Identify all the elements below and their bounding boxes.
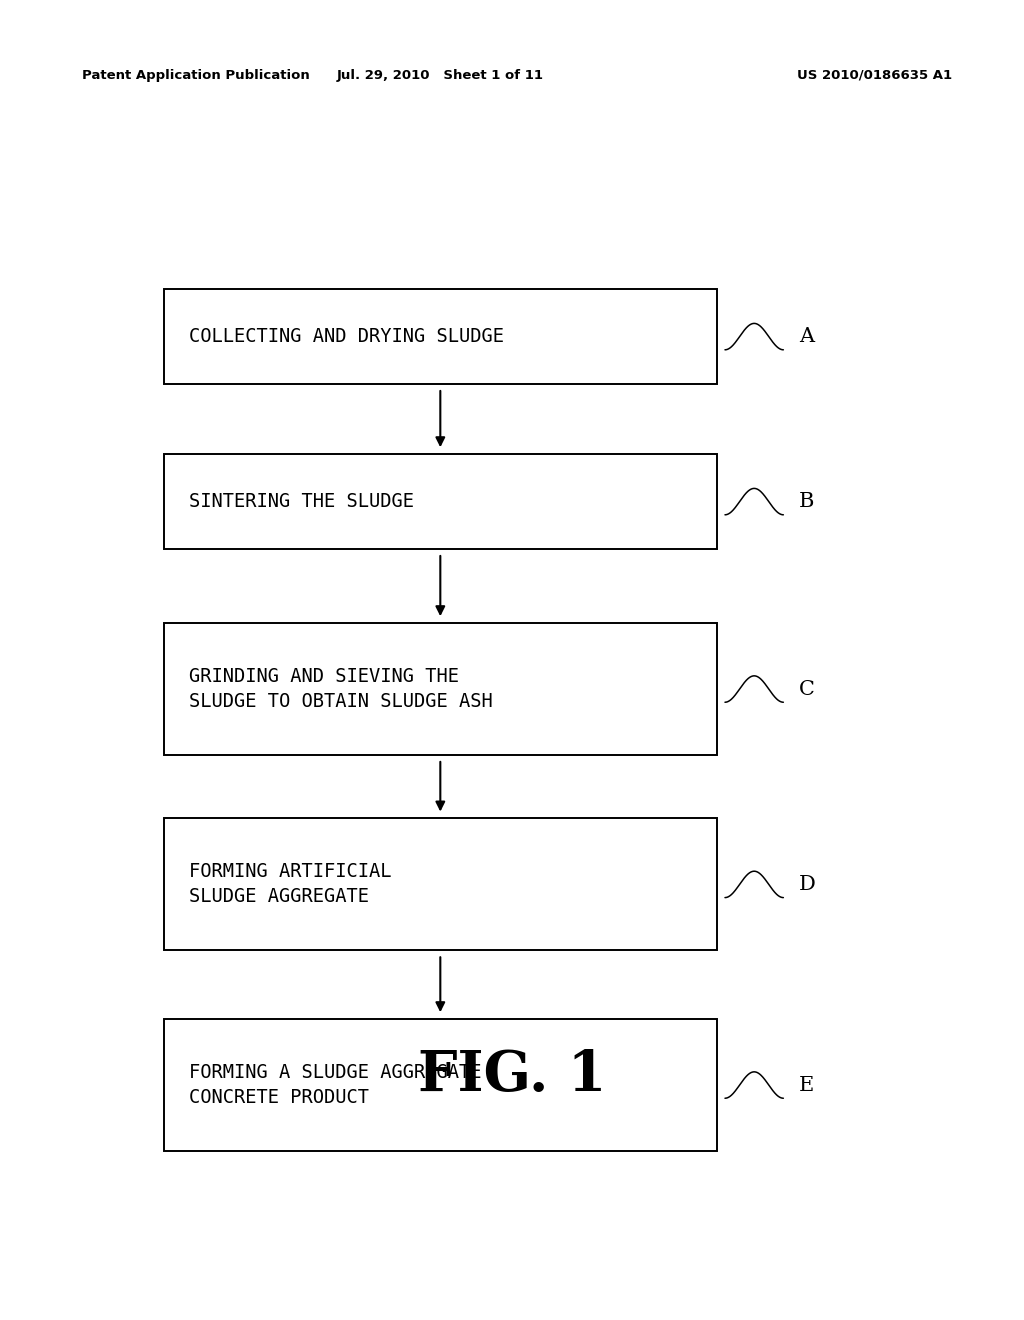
Text: GRINDING AND SIEVING THE
SLUDGE TO OBTAIN SLUDGE ASH: GRINDING AND SIEVING THE SLUDGE TO OBTAI… [189,667,494,711]
Text: FORMING A SLUDGE AGGREGATE
CONCRETE PRODUCT: FORMING A SLUDGE AGGREGATE CONCRETE PROD… [189,1063,482,1107]
Text: US 2010/0186635 A1: US 2010/0186635 A1 [798,69,952,82]
Text: A: A [799,327,814,346]
Text: Patent Application Publication: Patent Application Publication [82,69,309,82]
Text: FIG. 1: FIG. 1 [418,1048,606,1102]
Bar [164,454,717,549]
Text: Jul. 29, 2010   Sheet 1 of 11: Jul. 29, 2010 Sheet 1 of 11 [337,69,544,82]
Text: D: D [799,875,815,894]
Bar [164,1019,717,1151]
Text: E: E [799,1076,814,1094]
Bar [164,289,717,384]
Bar [164,623,717,755]
Bar [164,818,717,950]
Text: C: C [799,680,815,698]
Text: SINTERING THE SLUDGE: SINTERING THE SLUDGE [189,492,415,511]
Text: FORMING ARTIFICIAL
SLUDGE AGGREGATE: FORMING ARTIFICIAL SLUDGE AGGREGATE [189,862,392,907]
Text: COLLECTING AND DRYING SLUDGE: COLLECTING AND DRYING SLUDGE [189,327,505,346]
Text: B: B [799,492,814,511]
